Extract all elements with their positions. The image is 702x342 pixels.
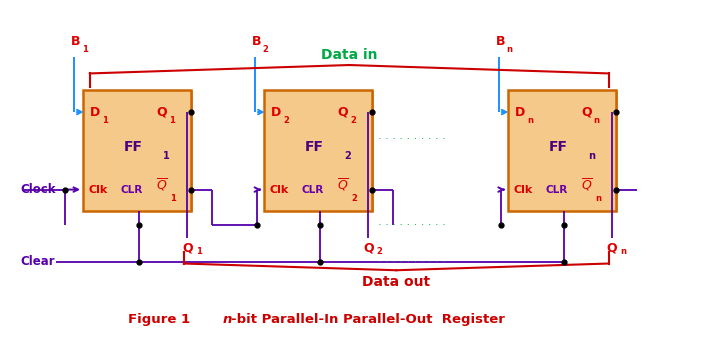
Text: Figure 1: Figure 1 <box>128 313 190 326</box>
Text: Q: Q <box>607 242 618 255</box>
FancyBboxPatch shape <box>83 90 191 211</box>
Text: Q: Q <box>338 106 348 119</box>
Text: · · · · · · · · · ·: · · · · · · · · · · <box>378 134 446 144</box>
FancyBboxPatch shape <box>510 91 618 212</box>
Text: 2: 2 <box>263 45 269 54</box>
Text: 1: 1 <box>164 151 170 161</box>
Text: n: n <box>621 247 626 256</box>
Text: 1: 1 <box>81 45 88 54</box>
Text: B: B <box>496 35 505 48</box>
Text: D: D <box>271 106 282 119</box>
Text: n: n <box>588 151 595 161</box>
Text: Clk: Clk <box>88 185 107 195</box>
Text: 2: 2 <box>351 194 357 202</box>
Text: 2: 2 <box>345 151 351 161</box>
Text: n: n <box>594 116 600 125</box>
Text: n: n <box>527 116 534 125</box>
Text: n: n <box>222 313 232 326</box>
Text: Clock: Clock <box>20 183 55 196</box>
Text: $\overline{Q}$: $\overline{Q}$ <box>581 176 593 193</box>
Text: CLR: CLR <box>545 185 568 195</box>
Text: · · · · · · · · · ·: · · · · · · · · · · <box>378 220 446 230</box>
Text: 2: 2 <box>377 247 383 256</box>
Text: CLR: CLR <box>302 185 324 195</box>
Text: D: D <box>90 106 100 119</box>
Text: Q: Q <box>182 242 192 255</box>
FancyBboxPatch shape <box>264 90 372 211</box>
FancyBboxPatch shape <box>85 91 193 212</box>
Text: B: B <box>252 35 261 48</box>
Text: Q: Q <box>581 106 592 119</box>
FancyBboxPatch shape <box>266 91 374 212</box>
Text: Q: Q <box>157 106 167 119</box>
Text: Clk: Clk <box>513 185 533 195</box>
Text: 1: 1 <box>168 116 175 125</box>
Text: CLR: CLR <box>121 185 143 195</box>
Text: FF: FF <box>305 141 324 155</box>
Text: FF: FF <box>124 141 143 155</box>
Text: 1: 1 <box>170 194 176 202</box>
Text: 2: 2 <box>284 116 289 125</box>
Text: B: B <box>71 35 80 48</box>
Text: n: n <box>507 45 512 54</box>
Text: 1: 1 <box>102 116 108 125</box>
Text: $\overline{Q}$: $\overline{Q}$ <box>338 176 349 193</box>
Text: n: n <box>595 194 601 202</box>
Text: Q: Q <box>363 242 373 255</box>
Text: $\overline{Q}$: $\overline{Q}$ <box>157 176 168 193</box>
Text: Data out: Data out <box>362 275 430 289</box>
Text: Data in: Data in <box>321 48 378 62</box>
Text: FF: FF <box>549 141 568 155</box>
Text: Clk: Clk <box>270 185 289 195</box>
Text: D: D <box>515 106 525 119</box>
Text: -bit Parallel-In Parallel-Out  Register: -bit Parallel-In Parallel-Out Register <box>231 313 505 326</box>
Text: 2: 2 <box>350 116 356 125</box>
Text: Clear: Clear <box>20 255 55 268</box>
FancyBboxPatch shape <box>508 90 616 211</box>
Text: 1: 1 <box>196 247 201 256</box>
Text: · · · · · · · · · ·: · · · · · · · · · · <box>378 257 446 267</box>
